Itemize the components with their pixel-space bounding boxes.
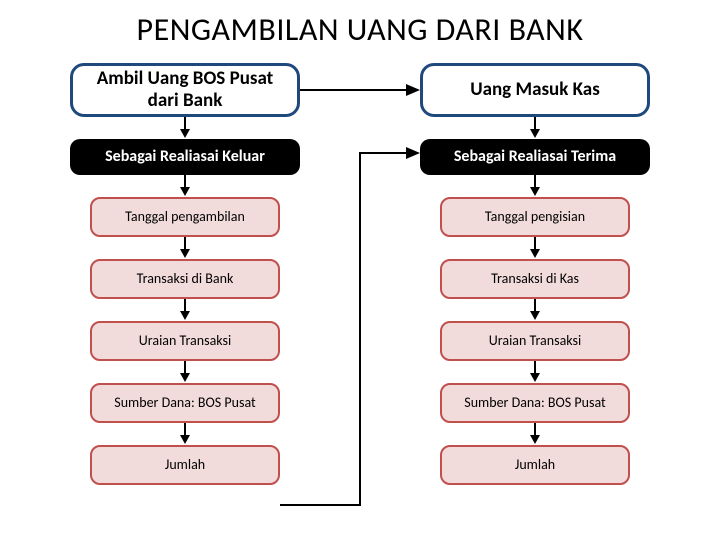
right-header-box: Uang Masuk Kas xyxy=(420,63,650,117)
right-column: Uang Masuk Kas Sebagai Realiasai Terima … xyxy=(390,63,680,485)
arrow-down-icon xyxy=(534,299,536,321)
left-step-3: Sumber Dana: BOS Pusat xyxy=(90,383,280,423)
left-step-4: Jumlah xyxy=(90,445,280,485)
right-step-2: Uraian Transaksi xyxy=(440,321,630,361)
arrow-down-icon xyxy=(534,423,536,445)
arrow-down-icon xyxy=(184,423,186,445)
arrow-down-icon xyxy=(534,117,536,139)
left-step-1: Transaksi di Bank xyxy=(90,259,280,299)
left-column: Ambil Uang BOS Pusat dari Bank Sebagai R… xyxy=(40,63,330,485)
arrow-down-icon xyxy=(534,237,536,259)
left-header-box: Ambil Uang BOS Pusat dari Bank xyxy=(70,63,300,117)
right-step-0: Tanggal pengisian xyxy=(440,197,630,237)
arrow-down-icon xyxy=(534,361,536,383)
right-step-4: Jumlah xyxy=(440,445,630,485)
arrow-down-icon xyxy=(184,299,186,321)
right-step-1: Transaksi di Kas xyxy=(440,259,630,299)
flowchart-columns: Ambil Uang BOS Pusat dari Bank Sebagai R… xyxy=(0,63,720,485)
right-sub-box: Sebagai Realiasai Terima xyxy=(420,139,650,175)
arrow-down-icon xyxy=(184,361,186,383)
left-sub-box: Sebagai Realiasai Keluar xyxy=(70,139,300,175)
left-step-0: Tanggal pengambilan xyxy=(90,197,280,237)
page-title: PENGAMBILAN UANG DARI BANK xyxy=(0,0,720,49)
right-step-3: Sumber Dana: BOS Pusat xyxy=(440,383,630,423)
arrow-down-icon xyxy=(534,175,536,197)
arrow-down-icon xyxy=(184,117,186,139)
arrow-down-icon xyxy=(184,237,186,259)
arrow-down-icon xyxy=(184,175,186,197)
left-step-2: Uraian Transaksi xyxy=(90,321,280,361)
